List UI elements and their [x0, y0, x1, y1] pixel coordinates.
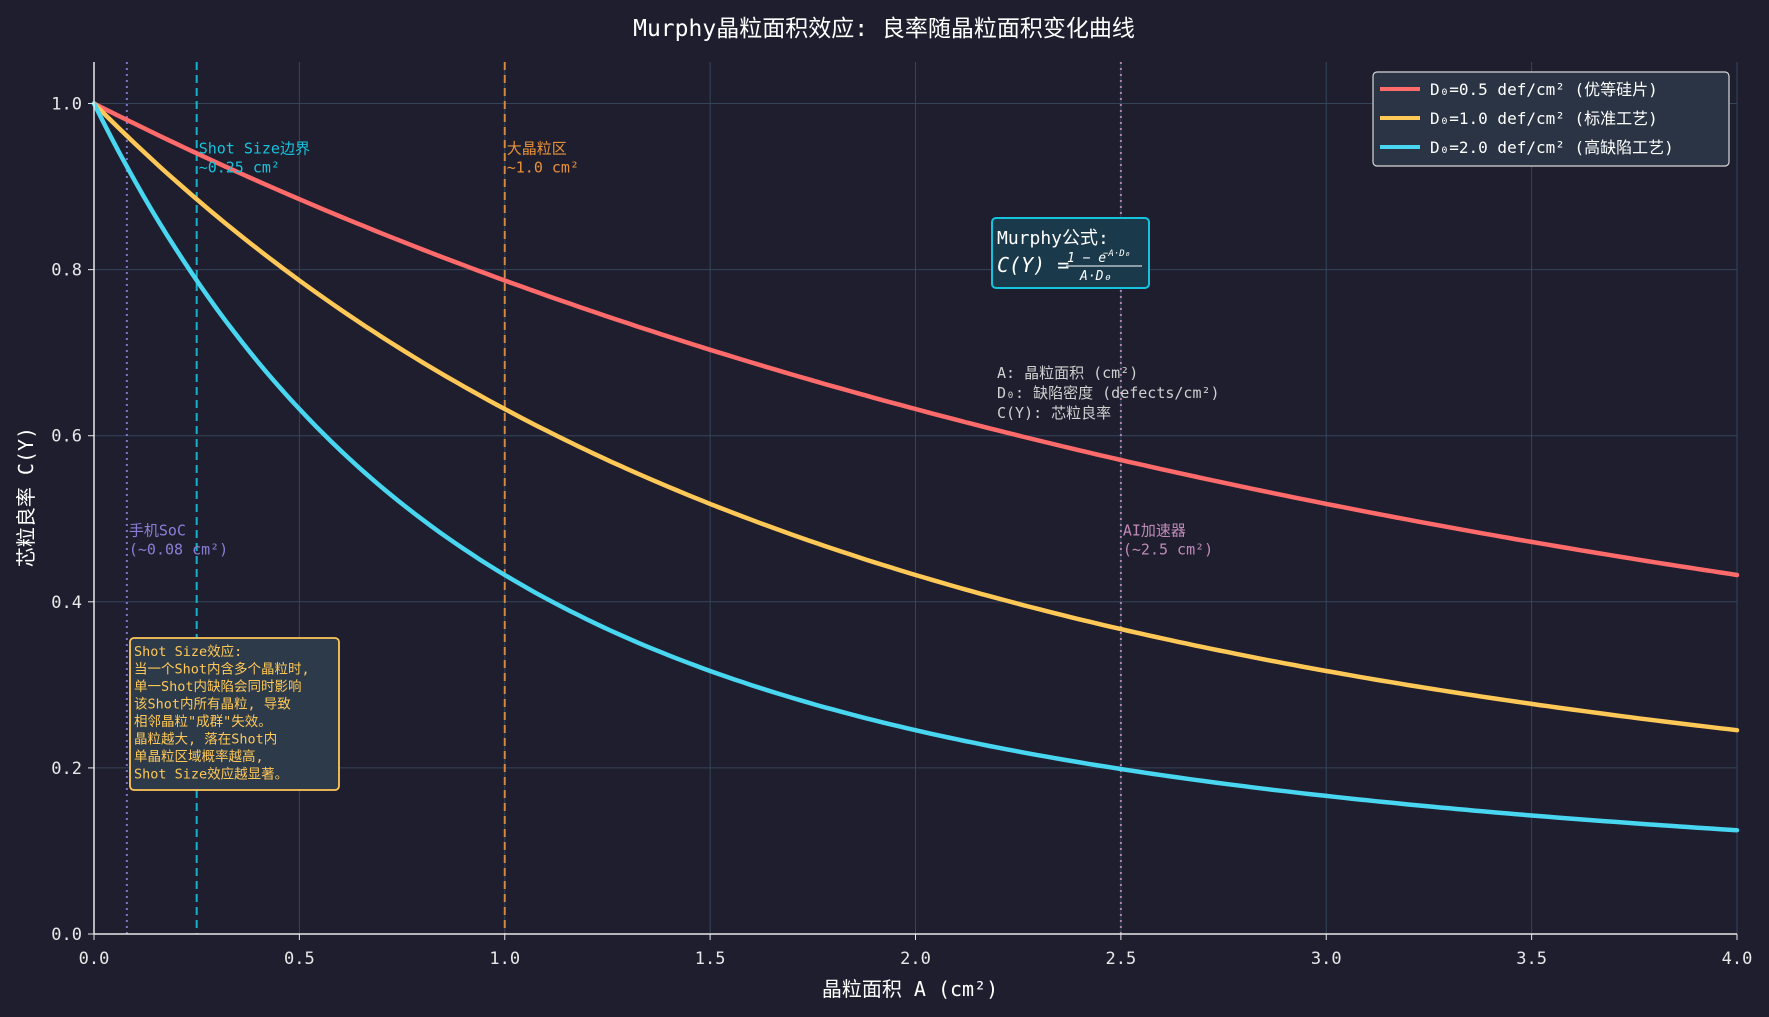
- shot-size-note-line: 晶粒越大, 落在Shot内: [134, 732, 277, 748]
- shot-size-note-line: 单一Shot内缺陷会同时影响: [134, 679, 302, 695]
- shot-size-note-line: 当一个Shot内含多个晶粒时,: [134, 661, 310, 678]
- formula-denominator: A·D₀: [1079, 269, 1111, 284]
- series-line: [91, 101, 1740, 578]
- shot-size-note-frame: [129, 637, 340, 791]
- x-tick-label: 1.5: [695, 949, 726, 969]
- chart-title: Murphy晶粒面积效应: 良率随晶粒面积变化曲线: [633, 16, 1135, 42]
- x-tick-label: 0.0: [79, 949, 110, 969]
- y-tick-label: 0.6: [51, 427, 82, 447]
- x-tick-label: 3.0: [1311, 949, 1342, 969]
- x-axis-label: 晶粒面积 A (cm²): [822, 977, 998, 1001]
- formula-title: Murphy公式:: [997, 228, 1109, 249]
- reference-line-label: ~0.25 cm²: [199, 158, 280, 176]
- definition-note: C(Y): 芯粒良率: [997, 404, 1111, 422]
- y-tick-label: 1.0: [51, 95, 82, 115]
- formula-box: Murphy公式: C(Y) =1 − e−A·D₀ A·D₀: [991, 217, 1150, 289]
- x-tick-label: 2.0: [900, 949, 931, 969]
- definition-note: A: 晶粒面积 (cm²): [997, 364, 1138, 382]
- shot-size-note: Shot Size效应:当一个Shot内含多个晶粒时,单一Shot内缺陷会同时影…: [129, 637, 340, 791]
- shot-size-note-line: Shot Size效应:: [134, 643, 242, 660]
- y-tick-label: 0.8: [51, 261, 82, 281]
- reference-line-label: (~2.5 cm²): [1123, 540, 1213, 558]
- formula-lhs: C(Y) =: [997, 253, 1069, 277]
- series-line: [91, 101, 1740, 733]
- legend-frame: [1372, 71, 1730, 167]
- reference-line-label: AI加速器: [1123, 521, 1186, 539]
- x-tick-label: 2.5: [1106, 949, 1137, 969]
- definition-note: D₀: 缺陷密度 (defects/cm²): [997, 384, 1220, 402]
- y-tick-label: 0.4: [51, 593, 82, 613]
- y-tick-label: 0.2: [51, 759, 82, 779]
- series-line: [91, 101, 1740, 833]
- shot-size-note-line: Shot Size效应越显著。: [134, 766, 288, 783]
- shot-size-note-line: 相邻晶粒"成群"失效。: [134, 714, 272, 730]
- reference-line-label: 大晶粒区: [507, 139, 567, 157]
- formula-exponent: −A·D₀: [1103, 249, 1130, 259]
- formula-numerator: 1 − e: [1067, 251, 1106, 266]
- reference-line-label: (~0.08 cm²): [129, 540, 228, 558]
- reference-line-label: Shot Size边界: [199, 139, 310, 157]
- reference-line-label: 手机SoC: [129, 521, 186, 539]
- y-tick-label: 0.0: [51, 925, 82, 945]
- y-axis-label: 芯粒良率 C(Y): [14, 427, 38, 567]
- reference-line-label: ~1.0 cm²: [507, 158, 579, 176]
- legend-label: D₀=0.5 def/cm² (优等硅片): [1430, 80, 1658, 99]
- legend-label: D₀=2.0 def/cm² (高缺陷工艺): [1430, 138, 1674, 157]
- x-tick-label: 1.0: [489, 949, 520, 969]
- formula-box-frame: [991, 217, 1150, 289]
- x-tick-label: 3.5: [1516, 949, 1547, 969]
- legend: D₀=0.5 def/cm² (优等硅片) D₀=1.0 def/cm² (标准工…: [1372, 71, 1730, 167]
- x-tick-label: 4.0: [1722, 949, 1753, 969]
- shot-size-note-line: 单晶粒区域概率越高,: [134, 748, 264, 765]
- x-tick-label: 0.5: [284, 949, 315, 969]
- shot-size-note-line: 该Shot内所有晶粒, 导致: [134, 697, 291, 713]
- legend-label: D₀=1.0 def/cm² (标准工艺): [1430, 109, 1658, 128]
